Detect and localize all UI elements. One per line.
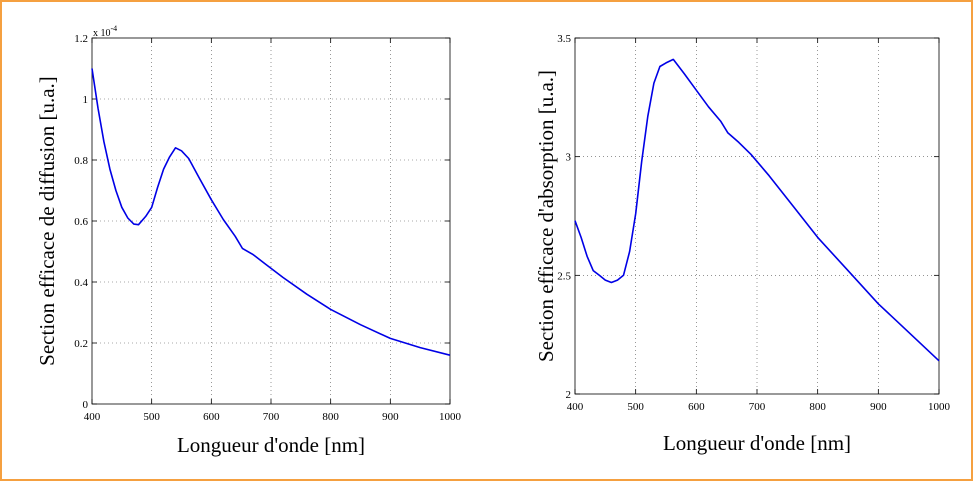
left-chart: 400 500 600 700 800 900 1000 0 0.2 0.4 0.6 0.8 1 1.2 x… xyxy=(35,24,462,457)
right-xtick-label: 1000 xyxy=(928,401,951,413)
right-ytick-label: 2 xyxy=(566,389,572,401)
right-y-axis-label: Section efficace d'absorption [u.a.] xyxy=(534,70,558,362)
right-xtick-label: 900 xyxy=(870,401,887,413)
left-x-axis-label: Longueur d'onde [nm] xyxy=(177,433,365,457)
right-xtick-label: 600 xyxy=(688,401,705,413)
left-xtick-label: 800 xyxy=(322,411,339,423)
left-xtick-label: 900 xyxy=(382,411,399,423)
right-axes-box xyxy=(574,37,940,395)
left-ytick-label: 0.8 xyxy=(74,155,88,167)
left-xtick-label: 500 xyxy=(143,411,160,423)
left-series-line xyxy=(91,68,451,356)
left-ytick-label: 1.2 xyxy=(74,33,88,45)
right-xtick-label: 500 xyxy=(627,401,644,413)
left-xtick-label: 700 xyxy=(263,411,280,423)
left-y-exponent-label: x 10-4 xyxy=(93,24,117,39)
left-ytick-label: 0.6 xyxy=(74,216,88,228)
right-ytick-label: 3.5 xyxy=(557,33,571,45)
left-ytick-label: 1 xyxy=(83,94,89,106)
right-xtick-label: 400 xyxy=(567,401,584,413)
left-xtick-label: 600 xyxy=(203,411,220,423)
right-chart: 400 500 600 700 800 900 1000 2 2.5 3 3.5 Longueur d… xyxy=(534,33,951,455)
left-ytick-label: 0.4 xyxy=(74,277,88,289)
right-series-line xyxy=(574,58,940,362)
right-ytick-label: 2.5 xyxy=(557,270,571,282)
left-xtick-label: 400 xyxy=(84,411,101,423)
right-xtick-label: 700 xyxy=(749,401,766,413)
left-y-axis-label: Section efficace de diffusion [u.a.] xyxy=(35,76,59,366)
right-ytick-label: 3 xyxy=(566,152,572,164)
left-xtick-label: 1000 xyxy=(439,411,462,423)
left-ytick-label: 0.2 xyxy=(74,338,88,350)
right-xtick-label: 800 xyxy=(809,401,826,413)
right-x-axis-label: Longueur d'onde [nm] xyxy=(663,431,851,455)
left-ytick-label: 0 xyxy=(83,399,89,411)
